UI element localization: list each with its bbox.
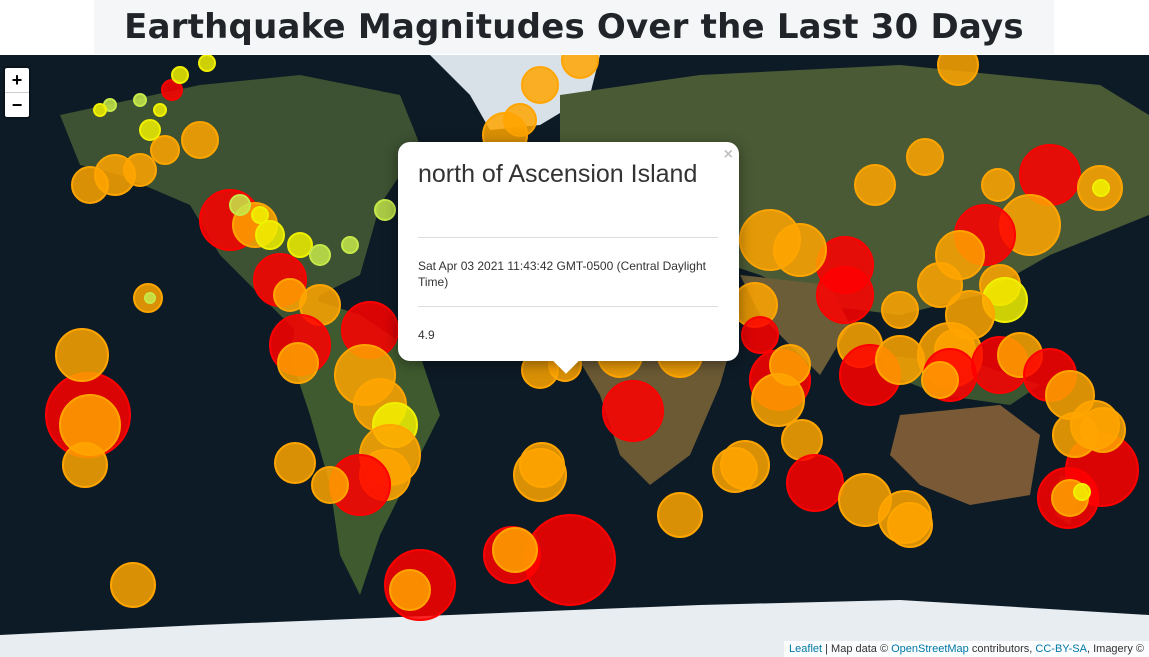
page-title-bar: Earthquake Magnitudes Over the Last 30 D…: [94, 0, 1054, 54]
earthquake-marker[interactable]: [561, 55, 599, 79]
popup-place: north of Ascension Island: [418, 160, 698, 188]
earthquake-marker[interactable]: [341, 236, 359, 254]
earthquake-marker[interactable]: [55, 328, 109, 382]
earthquake-marker[interactable]: [981, 168, 1015, 202]
leaflet-link[interactable]: Leaflet: [789, 643, 823, 655]
popup-divider-bottom: [418, 306, 718, 307]
earthquake-marker[interactable]: [854, 164, 896, 206]
earthquake-marker[interactable]: [153, 103, 167, 117]
earthquake-marker[interactable]: [769, 344, 811, 386]
earthquake-marker[interactable]: [110, 562, 156, 608]
earthquake-marker[interactable]: [921, 361, 959, 399]
page-title: Earthquake Magnitudes Over the Last 30 D…: [124, 7, 1024, 47]
popup-time: Sat Apr 03 2021 11:43:42 GMT-0500 (Centr…: [418, 259, 706, 289]
earthquake-marker[interactable]: [161, 79, 183, 101]
popup-divider-top: [418, 237, 718, 238]
zoom-control: + −: [3, 66, 31, 119]
australia-land: [890, 405, 1040, 505]
earthquake-marker[interactable]: [917, 262, 963, 308]
earthquake-marker[interactable]: [602, 380, 664, 442]
earthquake-marker[interactable]: [139, 119, 161, 141]
earthquake-marker[interactable]: [739, 209, 801, 271]
earthquake-marker[interactable]: [937, 55, 979, 86]
earthquake-marker[interactable]: [524, 514, 616, 606]
earthquake-marker[interactable]: [133, 93, 147, 107]
earthquake-marker[interactable]: [1073, 483, 1091, 501]
earthquake-marker[interactable]: [521, 66, 559, 104]
earthquake-marker[interactable]: [274, 442, 316, 484]
earthquake-marker[interactable]: [181, 121, 219, 159]
earthquake-marker[interactable]: [720, 440, 770, 490]
earthquake-marker[interactable]: [875, 335, 925, 385]
map[interactable]: + − × north of Ascension Island Sat Apr …: [0, 55, 1149, 657]
earthquake-marker[interactable]: [1092, 179, 1110, 197]
earthquake-marker[interactable]: [1052, 412, 1098, 458]
earthquake-marker[interactable]: [255, 220, 285, 250]
earthquake-popup: × north of Ascension Island Sat Apr 03 2…: [398, 142, 739, 374]
earthquake-marker[interactable]: [251, 206, 269, 224]
osm-link[interactable]: OpenStreetMap: [891, 643, 969, 655]
earthquake-marker[interactable]: [93, 103, 107, 117]
earthquake-marker[interactable]: [887, 502, 933, 548]
earthquake-marker[interactable]: [198, 55, 216, 72]
earthquake-marker[interactable]: [389, 569, 431, 611]
zoom-in-button[interactable]: +: [11, 70, 23, 90]
zoom-out-button[interactable]: −: [5, 92, 29, 117]
earthquake-marker[interactable]: [741, 316, 779, 354]
greenland-land: [430, 55, 600, 130]
earthquake-marker[interactable]: [374, 199, 396, 221]
earthquake-marker[interactable]: [229, 194, 251, 216]
popup-magnitude: 4.9: [418, 328, 435, 342]
earthquake-marker[interactable]: [781, 419, 823, 461]
earthquake-marker[interactable]: [906, 138, 944, 176]
attribution-text-2: contributors,: [968, 643, 1036, 655]
earthquake-marker[interactable]: [150, 135, 180, 165]
earthquake-markers-layer: [45, 55, 1139, 621]
popup-close-button[interactable]: ×: [723, 146, 733, 163]
earthquake-marker[interactable]: [492, 527, 538, 573]
earthquake-marker[interactable]: [657, 492, 703, 538]
earthquake-marker[interactable]: [786, 454, 844, 512]
map-attribution: Leaflet | Map data © OpenStreetMap contr…: [784, 641, 1149, 657]
earthquake-marker[interactable]: [144, 292, 156, 304]
attribution-text-1: | Map data ©: [822, 643, 892, 655]
earthquake-marker[interactable]: [277, 342, 319, 384]
attribution-text-3: , Imagery ©: [1086, 643, 1144, 655]
earthquake-marker[interactable]: [519, 442, 565, 488]
earthquake-marker[interactable]: [62, 442, 108, 488]
earthquake-marker[interactable]: [309, 244, 331, 266]
earthquake-marker[interactable]: [171, 66, 189, 84]
earthquake-marker[interactable]: [311, 466, 349, 504]
earthquake-marker[interactable]: [123, 153, 157, 187]
earthquake-marker[interactable]: [287, 232, 313, 258]
earthquake-marker[interactable]: [503, 103, 537, 137]
earthquake-marker[interactable]: [881, 291, 919, 329]
license-link[interactable]: CC-BY-SA: [1035, 643, 1087, 655]
